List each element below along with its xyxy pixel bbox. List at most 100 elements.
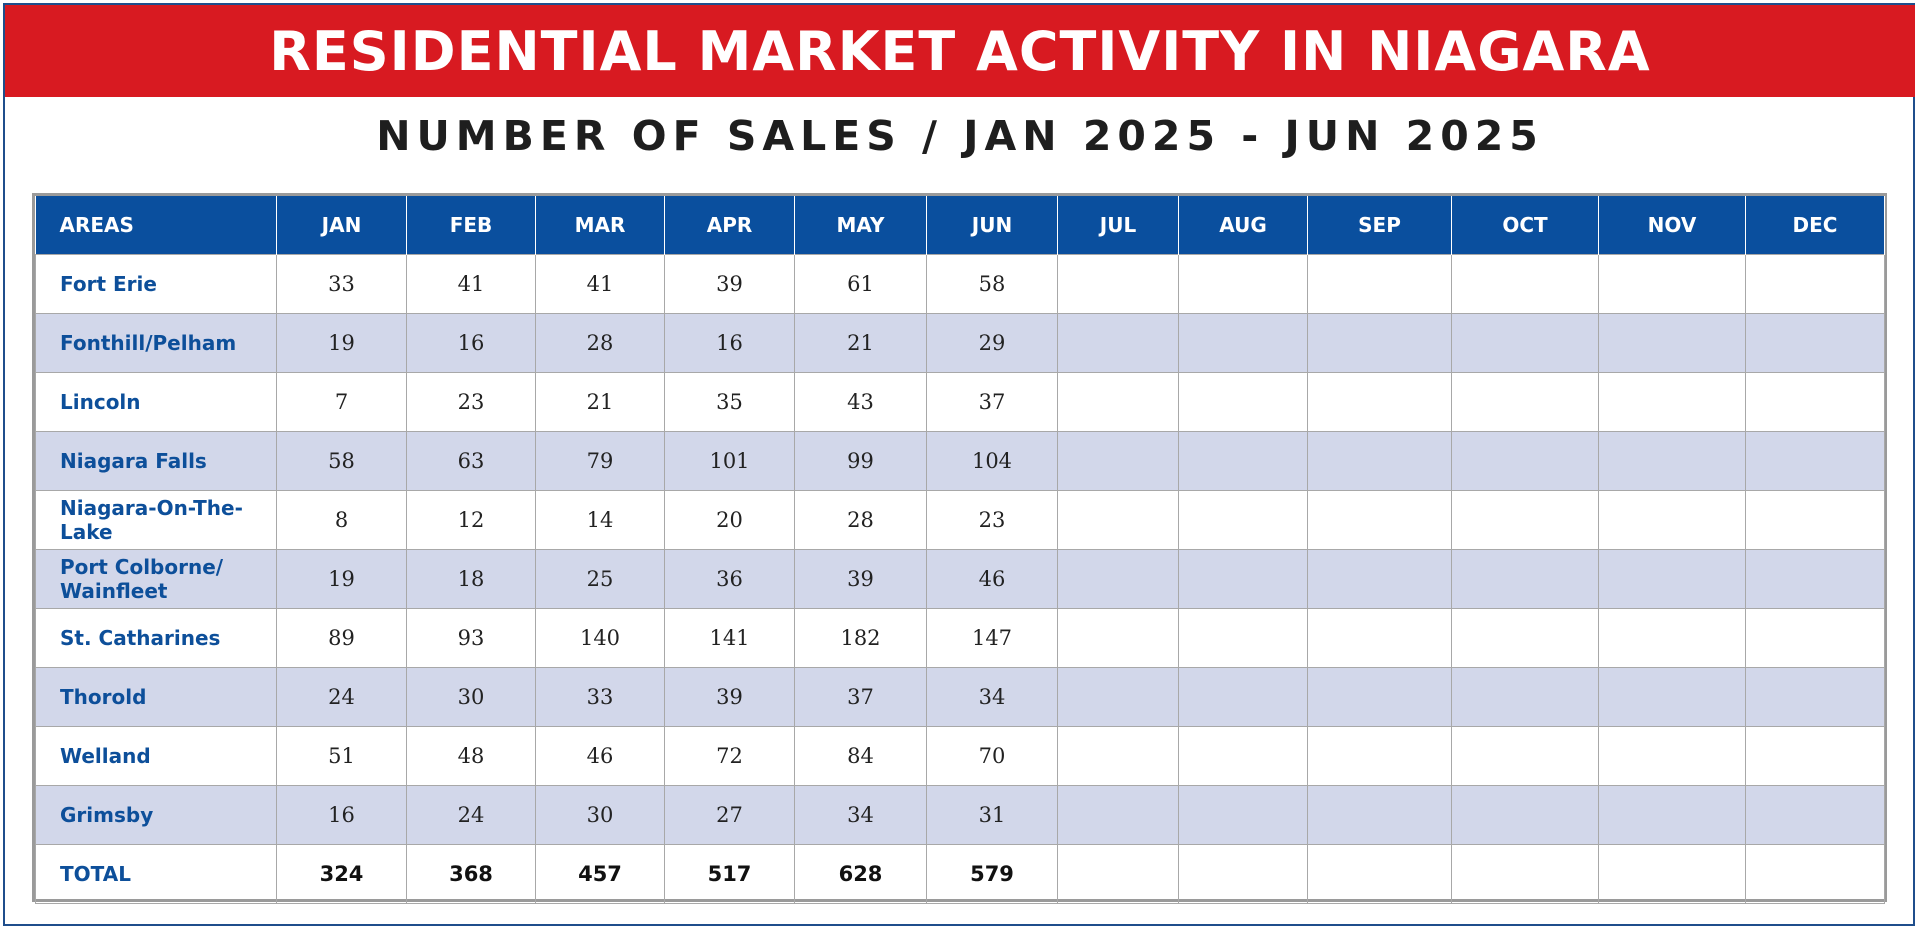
- sales-value-cell: [1057, 312, 1179, 373]
- sales-value-cell: 39: [664, 253, 795, 314]
- column-header-areas: AREAS: [35, 196, 277, 254]
- total-value-cell: [1598, 843, 1746, 904]
- sales-value-cell: [1178, 607, 1308, 668]
- sales-value-cell: [1057, 784, 1179, 845]
- sales-value-cell: 31: [926, 784, 1058, 845]
- sales-value-cell: [1057, 548, 1179, 609]
- sales-value-cell: 41: [535, 253, 665, 314]
- sales-value-cell: [1057, 430, 1179, 491]
- area-name-cell: Thorold: [35, 666, 277, 727]
- sales-value-cell: 58: [276, 430, 407, 491]
- area-name-cell: St. Catharines: [35, 607, 277, 668]
- sales-value-cell: [1307, 666, 1452, 727]
- column-header-may: MAY: [794, 196, 927, 254]
- page-subtitle: NUMBER OF SALES / JAN 2025 - JUN 2025: [376, 112, 1544, 160]
- sales-value-cell: [1178, 430, 1308, 491]
- total-value-cell: [1057, 843, 1179, 904]
- sales-value-cell: 51: [276, 725, 407, 786]
- sales-value-cell: [1451, 371, 1599, 432]
- sales-value-cell: [1178, 253, 1308, 314]
- sales-value-cell: 35: [664, 371, 795, 432]
- sales-value-cell: 34: [794, 784, 927, 845]
- sales-value-cell: [1598, 312, 1746, 373]
- table-row: Fort Erie 33 41 41 39 61 58: [35, 253, 1885, 314]
- sales-value-cell: [1451, 430, 1599, 491]
- sales-value-cell: 30: [406, 666, 536, 727]
- sales-value-cell: 36: [664, 548, 795, 609]
- sales-value-cell: [1745, 725, 1885, 786]
- sales-value-cell: 14: [535, 489, 665, 550]
- sales-value-cell: [1307, 312, 1452, 373]
- table-row: Port Colborne/ Wainfleet 19 18 25 36 39 46: [35, 548, 1885, 609]
- sales-value-cell: 29: [926, 312, 1058, 373]
- sales-value-cell: [1745, 312, 1885, 373]
- sales-value-cell: [1307, 253, 1452, 314]
- sales-value-cell: [1178, 548, 1308, 609]
- sales-value-cell: 28: [535, 312, 665, 373]
- sales-value-cell: 39: [794, 548, 927, 609]
- sales-value-cell: 21: [535, 371, 665, 432]
- sales-value-cell: [1598, 784, 1746, 845]
- table-row: Fonthill/Pelham 19 16 28 16 21 29: [35, 312, 1885, 373]
- sales-value-cell: 89: [276, 607, 407, 668]
- sales-value-cell: [1057, 253, 1179, 314]
- sales-value-cell: 19: [276, 548, 407, 609]
- sales-value-cell: [1598, 489, 1746, 550]
- sales-value-cell: 30: [535, 784, 665, 845]
- sales-value-cell: [1598, 666, 1746, 727]
- sales-value-cell: 24: [406, 784, 536, 845]
- sales-value-cell: 39: [664, 666, 795, 727]
- sales-value-cell: [1745, 548, 1885, 609]
- sales-value-cell: [1057, 607, 1179, 668]
- sales-value-cell: 18: [406, 548, 536, 609]
- sales-value-cell: 101: [664, 430, 795, 491]
- area-name-cell: Welland: [35, 725, 277, 786]
- sales-value-cell: [1178, 312, 1308, 373]
- sales-value-cell: 84: [794, 725, 927, 786]
- sales-value-cell: 21: [794, 312, 927, 373]
- column-header-jan: JAN: [276, 196, 407, 254]
- total-value-cell: [1745, 843, 1885, 904]
- sales-value-cell: [1451, 607, 1599, 668]
- sales-value-cell: 37: [926, 371, 1058, 432]
- sales-value-cell: 34: [926, 666, 1058, 727]
- sales-value-cell: 46: [535, 725, 665, 786]
- column-header-aug: AUG: [1178, 196, 1308, 254]
- sales-value-cell: 16: [406, 312, 536, 373]
- column-header-jun: JUN: [926, 196, 1058, 254]
- table-row: Grimsby 16 24 30 27 34 31: [35, 784, 1885, 845]
- sales-value-cell: [1451, 489, 1599, 550]
- sales-value-cell: [1178, 784, 1308, 845]
- sales-value-cell: [1178, 489, 1308, 550]
- sales-value-cell: [1451, 548, 1599, 609]
- total-value-cell: 628: [794, 843, 927, 904]
- sales-value-cell: 37: [794, 666, 927, 727]
- column-header-sep: SEP: [1307, 196, 1452, 254]
- table-row: Niagara-On-The-Lake 8 12 14 20 28 23: [35, 489, 1885, 550]
- sales-value-cell: [1307, 784, 1452, 845]
- sales-value-cell: [1598, 548, 1746, 609]
- column-header-nov: NOV: [1598, 196, 1746, 254]
- table-row: Welland 51 48 46 72 84 70: [35, 725, 1885, 786]
- sales-value-cell: 147: [926, 607, 1058, 668]
- total-label-cell: TOTAL: [35, 843, 277, 904]
- sales-value-cell: 93: [406, 607, 536, 668]
- area-name-cell: Fort Erie: [35, 253, 277, 314]
- sales-value-cell: [1307, 489, 1452, 550]
- sales-value-cell: 182: [794, 607, 927, 668]
- total-value-cell: 324: [276, 843, 407, 904]
- sales-value-cell: [1451, 666, 1599, 727]
- total-value-cell: [1307, 843, 1452, 904]
- sales-value-cell: 63: [406, 430, 536, 491]
- sales-value-cell: 23: [406, 371, 536, 432]
- sales-value-cell: [1057, 666, 1179, 727]
- table-body: Fort Erie 33 41 41 39 61 58 Fonthill/Pelham 19 16…: [35, 253, 1885, 904]
- sales-value-cell: [1745, 666, 1885, 727]
- sales-value-cell: 61: [794, 253, 927, 314]
- sales-value-cell: 16: [276, 784, 407, 845]
- sales-value-cell: 33: [535, 666, 665, 727]
- sales-value-cell: 43: [794, 371, 927, 432]
- table-row: St. Catharines 89 93 140 141 182 147: [35, 607, 1885, 668]
- sales-value-cell: [1057, 725, 1179, 786]
- sales-value-cell: 79: [535, 430, 665, 491]
